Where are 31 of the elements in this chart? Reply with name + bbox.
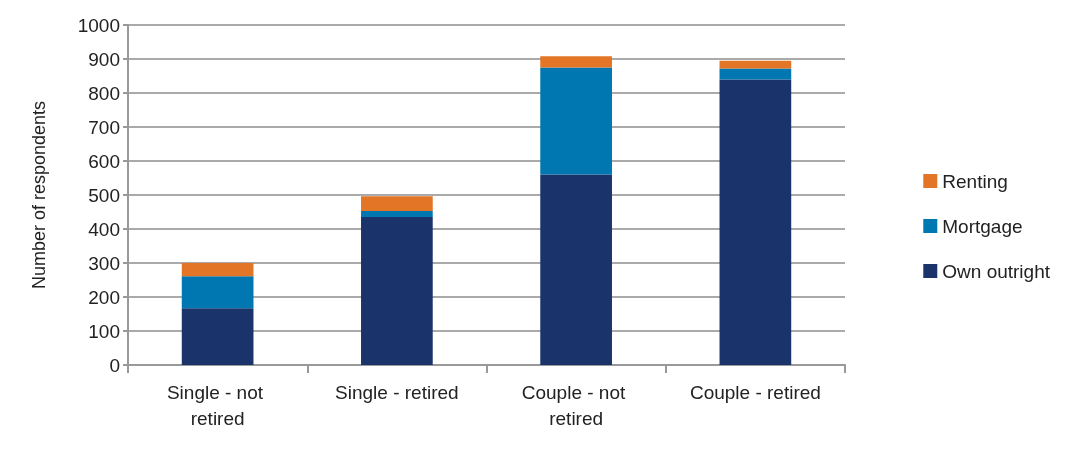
y-tick-label: 0 [109,354,120,376]
y-tick-label: 1000 [77,14,120,36]
y-axis-title: Number of respondents [29,100,49,290]
x-tick-label: Single - not retired [166,381,269,429]
bar [540,56,612,68]
bar [361,196,433,211]
bar [181,308,254,365]
bar [181,276,254,309]
bar [719,79,792,365]
bar [540,174,612,365]
bar [719,68,792,80]
legend-label: Mortgage [942,215,1023,237]
bar [181,263,254,277]
y-tick-label: 900 [88,48,120,70]
legend-label: Own outright [942,260,1051,282]
x-tick-label: Single - retired [335,381,459,403]
x-tick-label: Couple - retired [689,381,821,403]
bar [719,60,792,69]
y-tick-label: 700 [88,116,120,138]
bar [540,67,612,175]
bar [361,210,433,218]
bar [361,217,433,365]
y-tick-label: 300 [88,252,120,274]
y-tick-label: 600 [88,150,120,172]
y-tick-label: 500 [88,184,120,206]
y-tick-label: 800 [88,82,120,104]
y-tick-label: 100 [88,320,120,342]
x-tick-label: Couple - not retired [521,381,631,429]
legend-label: Renting [942,170,1008,192]
y-tick-label: 200 [88,286,120,308]
y-tick-label: 400 [88,218,120,240]
